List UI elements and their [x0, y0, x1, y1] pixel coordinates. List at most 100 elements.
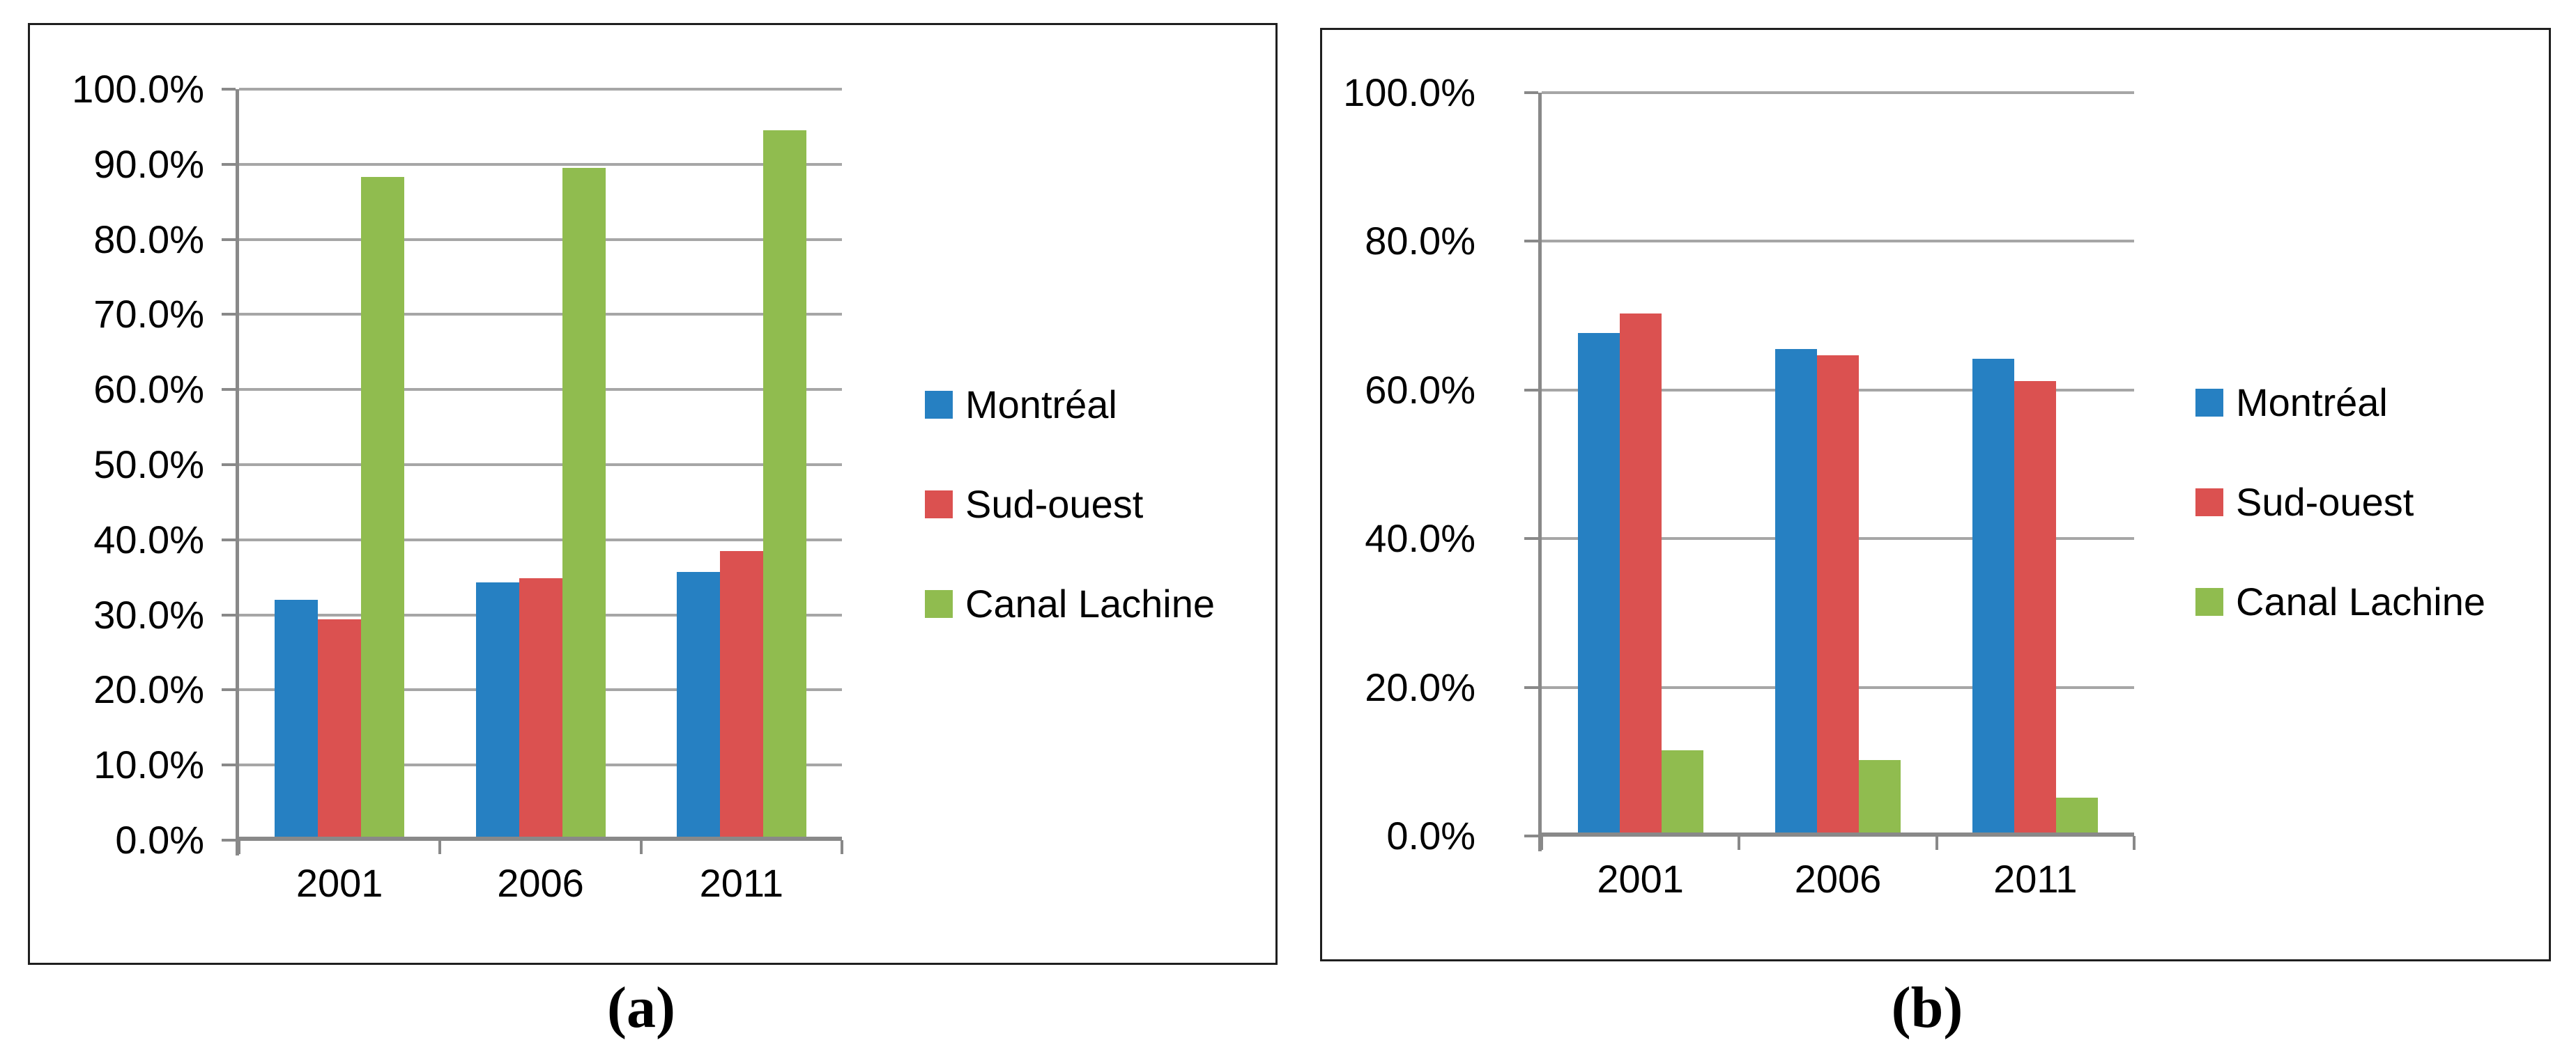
- x-axis-line: [1538, 832, 2134, 837]
- y-tick-mark: [222, 688, 236, 692]
- plot-area: 0.0% 10.0% 20.0% 30.0% 40.0% 50.0% 60.0% 70.0% 8…: [72, 67, 843, 905]
- bar-montreal-2006: [1775, 349, 1817, 836]
- bar-sud-ouest-2011: [2014, 381, 2057, 836]
- y-tick-label: 40.0%: [93, 517, 204, 562]
- bar-sud-ouest-2006: [519, 578, 562, 840]
- y-tick-label: 50.0%: [93, 442, 204, 486]
- x-tick-mark: [2133, 836, 2136, 850]
- x-tick-mark: [639, 840, 643, 854]
- y-tick-label: 60.0%: [93, 367, 204, 412]
- y-tick-mark: [222, 238, 236, 241]
- category-label: 2006: [1794, 857, 1882, 901]
- bar-montreal-2006: [475, 582, 519, 840]
- legend-item-canal-lachine: Canal Lachine: [925, 581, 1215, 626]
- y-tick-label: 70.0%: [93, 292, 204, 336]
- x-tick-mark: [1935, 836, 1938, 850]
- x-axis-line: [236, 837, 842, 841]
- y-tick-mark: [222, 764, 236, 767]
- legend-swatch-montreal: [925, 390, 953, 419]
- bar-canal-lachine-2001: [1661, 750, 1703, 836]
- y-tick-label: 100.0%: [1343, 70, 1475, 114]
- chart-panel-a: 0.0% 10.0% 20.0% 30.0% 40.0% 50.0% 60.0% 70.0% 8…: [28, 23, 1278, 965]
- bar-montreal-2011: [1972, 359, 2015, 836]
- y-tick-label: 40.0%: [1365, 516, 1475, 561]
- y-tick-mark: [222, 88, 236, 91]
- y-tick-mark: [222, 538, 236, 541]
- bar-montreal-2001: [275, 600, 319, 840]
- legend-label: Sud-ouest: [965, 482, 1144, 526]
- gridline: [1542, 240, 2134, 243]
- y-tick-mark: [222, 613, 236, 617]
- y-tick-mark: [222, 388, 236, 392]
- legend: Montréal Sud-ouest Canal Lachine: [925, 382, 1215, 681]
- y-tick-label: 20.0%: [93, 667, 204, 712]
- gridline: [1542, 91, 2134, 94]
- legend-swatch-canal-lachine: [925, 589, 953, 618]
- y-tick-mark: [222, 839, 236, 842]
- bar-canal-lachine-2006: [562, 168, 606, 840]
- legend-item-sud-ouest: Sud-ouest: [925, 481, 1215, 527]
- bar-canal-lachine-2001: [361, 177, 405, 840]
- y-tick-mark: [222, 313, 236, 316]
- plot-area: 0.0% 20.0% 40.0% 60.0% 80.0% 100.0% 2001 2006 20…: [1343, 70, 2136, 901]
- bar-canal-lachine-2011: [2056, 797, 2099, 836]
- gridline: [239, 162, 842, 166]
- caption-b: (b): [1891, 975, 1963, 1040]
- legend-item-canal-lachine: Canal Lachine: [2195, 579, 2485, 624]
- y-tick-mark: [222, 463, 236, 466]
- bar-montreal-2011: [676, 572, 720, 840]
- y-tick-label: 30.0%: [93, 592, 204, 637]
- y-tick-label: 0.0%: [115, 818, 204, 862]
- legend-swatch-montreal: [2195, 388, 2223, 417]
- y-tick-label: 0.0%: [1386, 814, 1475, 858]
- bar-montreal-2001: [1577, 332, 1620, 836]
- bar-canal-lachine-2006: [1859, 760, 1901, 836]
- y-tick-label: 80.0%: [1365, 219, 1475, 263]
- legend-item-montreal: Montréal: [2195, 380, 2485, 425]
- legend-label: Sud-ouest: [2236, 480, 2414, 524]
- y-tick-mark: [1524, 240, 1538, 243]
- legend: Montréal Sud-ouest Canal Lachine: [2195, 380, 2485, 679]
- y-tick-mark: [1524, 91, 1538, 94]
- y-tick-label: 90.0%: [93, 141, 204, 186]
- gridline: [239, 463, 842, 466]
- y-tick-mark: [1524, 686, 1538, 689]
- category-label: 2001: [296, 861, 383, 905]
- bar-canal-lachine-2011: [762, 130, 806, 840]
- legend-item-sud-ouest: Sud-ouest: [2195, 479, 2485, 525]
- bar-sud-ouest-2011: [719, 550, 763, 840]
- legend-swatch-sud-ouest: [2195, 488, 2223, 516]
- bar-chart-a: 0.0% 10.0% 20.0% 30.0% 40.0% 50.0% 60.0% 70.0% 8…: [30, 25, 1275, 963]
- y-tick-label: 10.0%: [93, 743, 204, 787]
- y-tick-mark: [1524, 537, 1538, 541]
- bar-sud-ouest-2001: [318, 619, 362, 840]
- legend-label: Canal Lachine: [2236, 580, 2486, 624]
- x-tick-mark: [438, 840, 442, 854]
- gridline: [239, 388, 842, 392]
- gridline: [239, 313, 842, 316]
- x-tick-mark: [238, 840, 240, 854]
- y-tick-label: 20.0%: [1365, 665, 1475, 709]
- gridline: [239, 538, 842, 541]
- gridline: [239, 238, 842, 241]
- legend-label: Canal Lachine: [965, 582, 1216, 626]
- y-tick-label: 60.0%: [1365, 367, 1475, 412]
- gridline: [239, 88, 842, 91]
- legend-swatch-sud-ouest: [925, 490, 953, 518]
- caption-a: (a): [607, 975, 675, 1040]
- x-tick-mark: [1738, 836, 1741, 850]
- legend-label: Montréal: [965, 382, 1117, 426]
- chart-panel-b: 0.0% 20.0% 40.0% 60.0% 80.0% 100.0% 2001 2006 20…: [1320, 28, 2551, 961]
- category-label: 2006: [497, 861, 584, 905]
- category-label: 2011: [1993, 857, 2078, 901]
- x-tick-mark: [841, 840, 843, 854]
- bar-sud-ouest-2006: [1817, 355, 1859, 836]
- y-tick-mark: [1524, 835, 1538, 837]
- y-tick-mark: [1524, 388, 1538, 392]
- y-tick-mark: [222, 162, 236, 166]
- category-label: 2001: [1597, 857, 1684, 901]
- y-axis-line: [236, 89, 239, 855]
- y-tick-label: 100.0%: [72, 67, 204, 111]
- legend-label: Montréal: [2236, 380, 2388, 424]
- x-tick-mark: [1540, 836, 1543, 850]
